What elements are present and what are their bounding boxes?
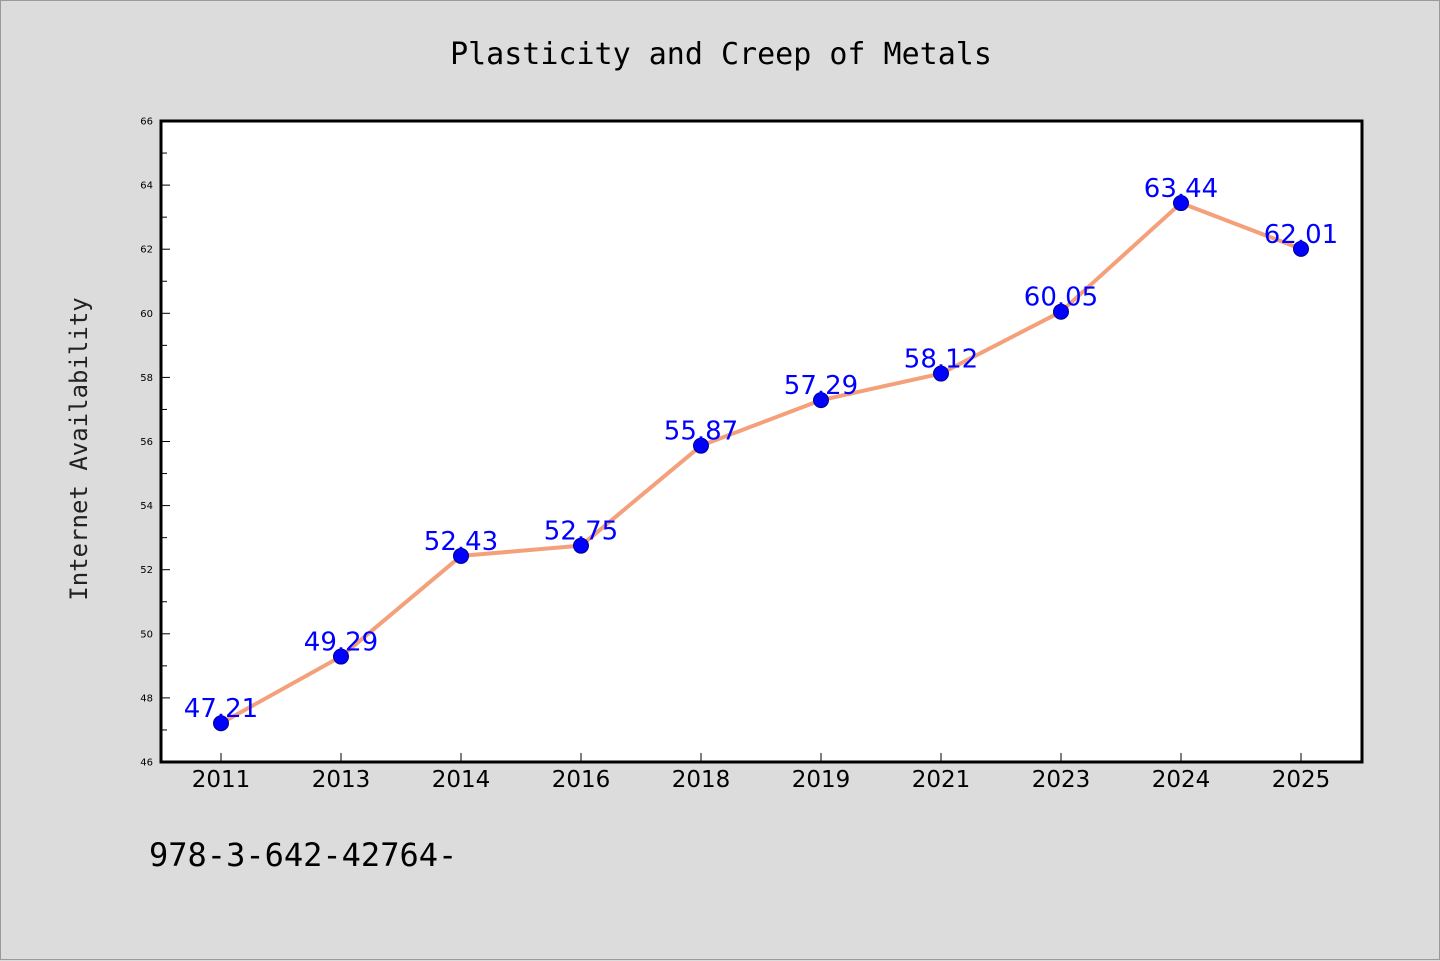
x-tick-label: 2019 [792,767,851,793]
x-tick-label: 2013 [312,767,371,793]
data-label: 58.12 [904,345,978,375]
data-label: 63.44 [1144,174,1218,204]
data-label: 60.05 [1024,283,1098,313]
y-tick-label: 64 [140,181,153,192]
data-label: 47.21 [184,694,258,724]
data-point [693,437,709,454]
y-tick-label: 66 [140,117,153,128]
data-point [1173,195,1189,212]
x-tick-label: 2023 [1032,767,1091,793]
data-label: 57.29 [784,371,858,401]
y-tick-label: 48 [140,693,153,704]
x-tick-label: 2025 [1272,767,1331,793]
series-line [220,201,1302,725]
y-tick-label: 56 [140,437,153,448]
y-tick-label: 58 [140,373,153,384]
data-point [933,365,949,382]
x-tick-label: 2021 [912,767,971,793]
footnote-isbn: 978-3-642-42764- [149,836,457,874]
data-point [213,715,229,732]
data-point [813,392,829,409]
data-point [1293,240,1309,257]
data-label: 52.75 [544,517,618,547]
x-tick-label: 2016 [552,767,611,793]
data-point [333,648,349,665]
y-tick-label: 54 [140,501,153,512]
data-label: 55.87 [664,417,738,447]
data-label: 52.43 [424,527,498,557]
x-tick-label: 2018 [672,767,731,793]
y-tick-label: 60 [140,309,153,320]
y-tick-label: 62 [140,245,153,256]
y-axis: 46 48 50 52 54 56 58 60 62 64 66 [140,117,170,769]
x-tick-label: 2014 [432,767,491,793]
chart-title: Plasticity and Creep of Metals [450,37,992,72]
x-axis: 2011 2013 2014 2016 2018 2019 2021 2023 2024 2025 [192,753,1331,793]
y-tick-label: 52 [140,565,153,576]
data-point [453,547,469,564]
plot-area [159,119,1364,764]
x-tick-label: 2024 [1152,767,1211,793]
data-label: 62.01 [1264,220,1338,250]
data-label: 49.29 [304,628,378,658]
data-point [1053,303,1069,320]
y-axis-label: Internet Availability [65,297,93,600]
series-layer: 47.21 49.29 52.43 52.75 55.87 57.29 58.12 60.05… [184,174,1338,732]
y-tick-label: 50 [140,629,153,640]
x-tick-label: 2011 [192,767,251,793]
y-tick-label: 46 [140,758,153,769]
data-point [573,537,589,554]
